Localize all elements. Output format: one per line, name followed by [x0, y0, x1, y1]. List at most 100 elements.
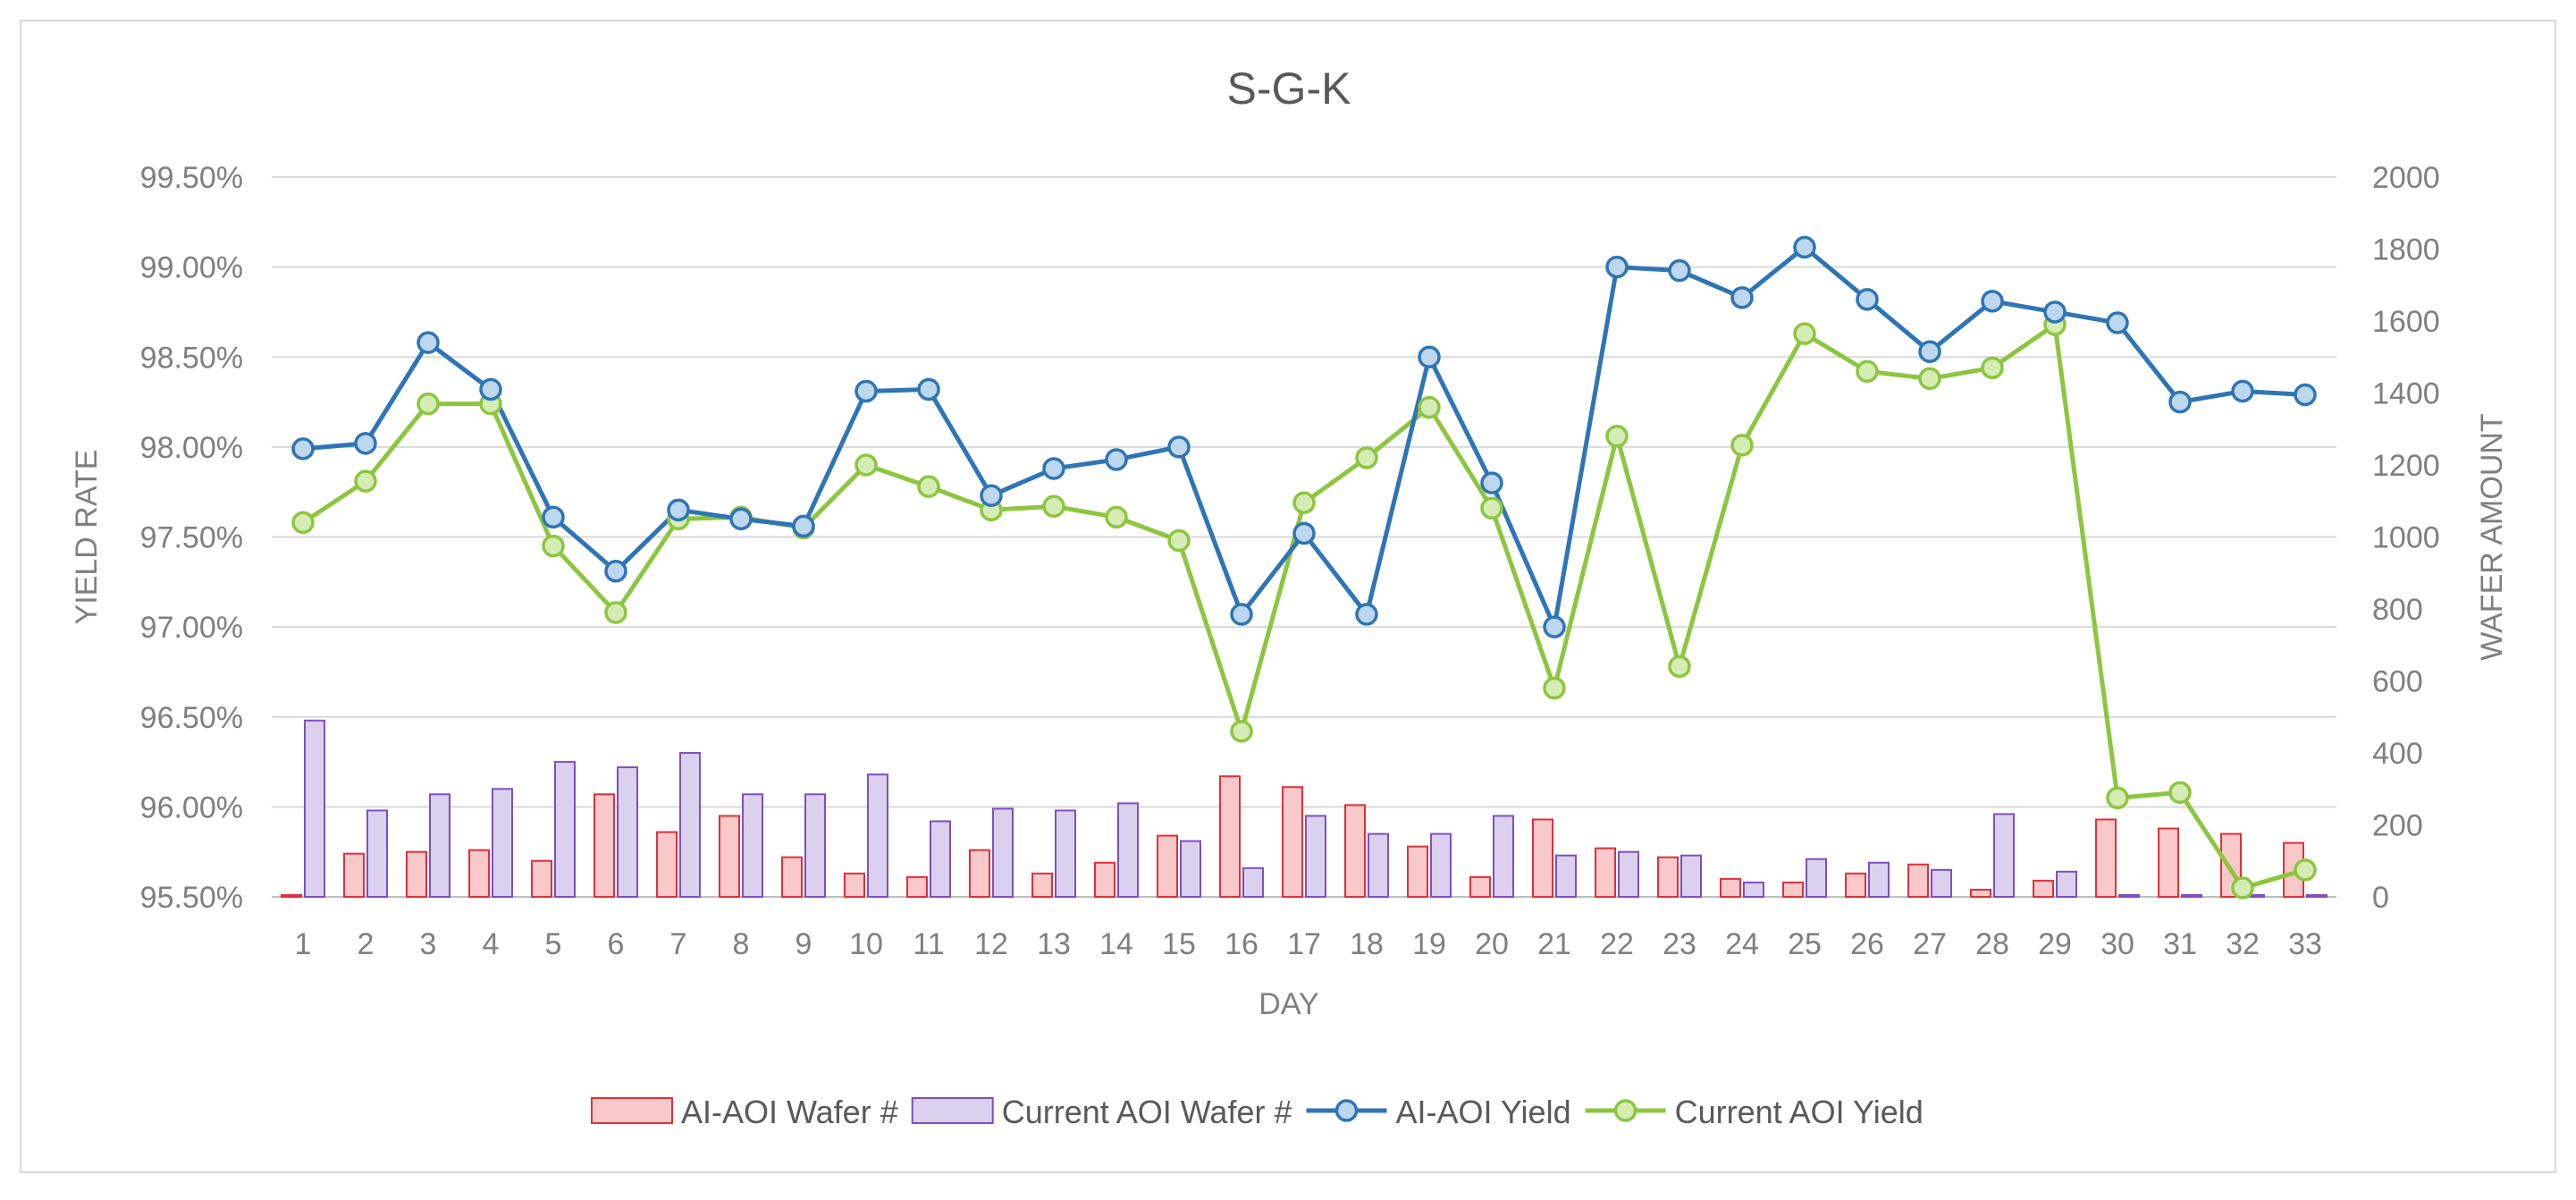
x-tick-label: 16: [1225, 927, 1259, 961]
ai-aoi-yield-line: [302, 244, 2306, 630]
ai-aoi-wafer-bar: [1595, 847, 1616, 898]
ai-aoi-yield-point: [729, 507, 753, 531]
current-aoi-yield-point: [1292, 491, 1316, 515]
ai-aoi-yield-point: [1918, 340, 1941, 363]
right-tick-label: 600: [2372, 665, 2423, 699]
current-aoi-wafer-bar: [366, 809, 388, 899]
x-tick-label: 8: [733, 927, 750, 961]
current-aoi-yield-point: [2231, 876, 2254, 900]
current-aoi-wafer-bar: [1493, 815, 1514, 898]
ai-aoi-yield-point: [854, 379, 878, 403]
right-tick-label: 1200: [2372, 449, 2440, 483]
right-tick-label: 0: [2372, 881, 2389, 915]
ai-aoi-wafer-bar: [531, 859, 552, 898]
x-tick-label: 24: [1725, 927, 1759, 961]
current-aoi-yield-point: [1981, 356, 2004, 380]
current-aoi-yield-point: [1042, 494, 1065, 519]
ai-aoi-wafer-bar: [1907, 863, 1929, 899]
ai-aoi-yield-point: [792, 514, 815, 538]
ai-aoi-wafer-bar: [2158, 827, 2179, 899]
ai-aoi-yield-point: [1856, 288, 1879, 311]
x-tick-label: 20: [1475, 927, 1509, 961]
ai-aoi-yield-point: [479, 377, 502, 401]
chart-frame: S-G-K 95.50% 96.00% 96.50% 97.00% 97.50% 98.0…: [20, 20, 2556, 1173]
left-tick-label: 97.00%: [140, 611, 243, 645]
current-aoi-wafer-bar: [679, 752, 701, 898]
current-aoi-wafer-bar: [1680, 854, 1702, 899]
left-axis-ticks: 95.50% 96.00% 96.50% 97.00% 97.50% 98.00% 98.5…: [140, 161, 243, 915]
legend-label-ai-aoi-yield: AI-AOI Yield: [1396, 1094, 1571, 1130]
ai-aoi-wafer-bar: [1344, 804, 1366, 898]
ai-aoi-yield-point: [1730, 286, 1754, 309]
current-aoi-yield-point: [354, 469, 377, 493]
ai-aoi-wafer-bar: [719, 815, 740, 898]
ai-aoi-yield-point: [1981, 290, 2004, 313]
y-axis-left-label: YIELD RATE: [70, 450, 104, 625]
right-tick-label: 1800: [2372, 233, 2440, 267]
ai-aoi-yield-point: [354, 432, 377, 455]
ai-aoi-wafer-bar: [906, 875, 928, 898]
ai-aoi-wafer-bar: [343, 852, 365, 899]
current-aoi-wafer-bar: [617, 766, 638, 898]
x-tick-label: 11: [913, 927, 944, 961]
current-aoi-wafer-bar: [1743, 881, 1764, 899]
x-tick-label: 33: [2288, 927, 2322, 961]
current-aoi-wafer-bar: [992, 807, 1014, 899]
right-tick-label: 1400: [2372, 377, 2440, 411]
right-tick-label: 2000: [2372, 161, 2440, 195]
x-tick-label: 10: [849, 927, 883, 961]
x-tick-label: 14: [1099, 927, 1133, 961]
x-tick-label: 9: [796, 927, 812, 961]
x-tick-label: 3: [420, 927, 437, 961]
current-aoi-wafer-bar: [1868, 861, 1890, 899]
current-aoi-yield-point: [1230, 720, 1253, 743]
current-aoi-yield-point: [2106, 786, 2129, 810]
current-aoi-yield-point: [291, 511, 315, 535]
ai-aoi-yield-point: [667, 498, 690, 522]
current-aoi-yield-point: [1856, 359, 1879, 384]
current-aoi-wafer-bar: [1555, 854, 1577, 899]
ai-aoi-wafer-bar: [1282, 786, 1303, 898]
current-aoi-wafer-bar: [554, 761, 576, 898]
current-aoi-wafer-bar: [804, 793, 826, 898]
ai-aoi-yield-point: [1480, 471, 1503, 494]
current-aoi-yield-point: [1793, 322, 1816, 345]
chart-title: S-G-K: [1227, 63, 1351, 114]
ai-aoi-wafer-bar: [1720, 877, 1741, 898]
ai-aoi-yield-point: [980, 484, 1003, 507]
x-tick-label: 18: [1350, 927, 1384, 961]
current-aoi-wafer-bar: [1931, 868, 1952, 898]
left-tick-label: 96.00%: [140, 790, 243, 824]
current-aoi-yield-point: [2168, 781, 2192, 805]
current-aoi-wafer-bar: [1305, 815, 1326, 898]
ai-aoi-yield-point: [2106, 311, 2129, 334]
left-tick-label: 95.50%: [140, 881, 243, 915]
ai-aoi-wafer-bar: [781, 856, 803, 898]
current-aoi-wafer-bar: [2118, 893, 2140, 898]
x-tick-label: 17: [1287, 927, 1321, 961]
current-aoi-yield-point: [604, 601, 627, 624]
left-tick-label: 97.50%: [140, 521, 243, 555]
ai-aoi-yield-point: [1793, 235, 1816, 259]
x-tick-label: 28: [1975, 927, 2009, 961]
ai-aoi-wafer-bar: [1469, 875, 1491, 898]
ai-aoi-wafer-bar: [593, 793, 615, 898]
ai-aoi-wafer-bar: [406, 850, 427, 898]
current-aoi-yield-point: [1605, 425, 1629, 448]
bar-series: [281, 719, 2328, 899]
ai-aoi-wafer-bar: [1407, 845, 1428, 899]
left-tick-label: 96.50%: [140, 701, 243, 735]
current-aoi-wafer-bar: [2181, 893, 2202, 898]
ai-aoi-wafer-bar: [1532, 818, 1553, 899]
ai-aoi-yield-point: [1418, 345, 1441, 368]
right-tick-label: 800: [2372, 593, 2423, 627]
ai-aoi-yield-point: [542, 505, 565, 529]
ai-aoi-yield-point: [2168, 390, 2192, 414]
current-aoi-wafer-bar: [1180, 840, 1201, 898]
ai-aoi-yield-point: [2294, 383, 2317, 407]
legend-marker-ai-aoi-yield: [1334, 1099, 1359, 1122]
current-aoi-yield-point: [542, 534, 565, 558]
ai-aoi-wafer-bar: [1157, 834, 1178, 899]
x-tick-label: 7: [670, 927, 687, 961]
x-tick-label: 1: [295, 927, 312, 961]
